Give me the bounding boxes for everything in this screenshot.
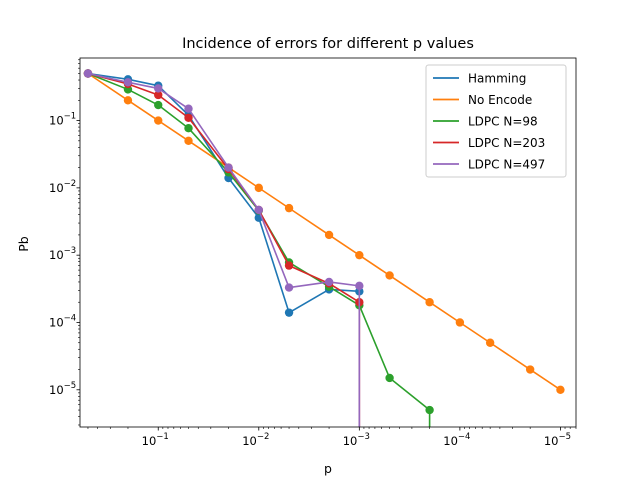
- data-point-no-encode-3: [184, 136, 193, 146]
- legend-label-hamming: Hamming: [468, 72, 526, 86]
- data-point-ldpc-n-497-3: [184, 104, 193, 113]
- data-point-no-encode-10: [425, 298, 434, 307]
- data-point-ldpc-n-203-2: [154, 90, 163, 100]
- series-group: [83, 69, 565, 427]
- data-point-ldpc-n-98-9: [385, 373, 394, 383]
- data-point-ldpc-n-497-7: [324, 277, 334, 287]
- chart-title: Incidence of errors for different p valu…: [182, 36, 474, 52]
- data-point-no-encode-11: [455, 318, 465, 327]
- data-point-ldpc-n-497-5: [254, 205, 263, 215]
- data-point-no-encode-7: [324, 230, 334, 240]
- legend-label-ldpc-n-497: LDPC N=497: [468, 158, 545, 172]
- data-point-ldpc-n-203-3: [184, 113, 193, 122]
- data-point-ldpc-n-203-6: [284, 261, 294, 270]
- legend-box: [425, 64, 567, 178]
- x-axis-label: p: [324, 461, 332, 476]
- data-point-no-encode-13: [525, 365, 535, 374]
- data-point-ldpc-n-98-3: [184, 124, 193, 133]
- legend-label-ldpc-n-203: LDPC N=203: [468, 136, 545, 150]
- legend-label-ldpc-n-98: LDPC N=98: [468, 115, 538, 129]
- data-point-no-encode-14: [556, 385, 565, 394]
- data-point-hamming-6: [284, 308, 294, 317]
- series-line-ldpc-n-497: [87, 72, 361, 427]
- data-point-ldpc-n-497-6: [284, 283, 294, 292]
- data-point-no-encode-8: [355, 250, 364, 260]
- data-point-ldpc-n-497-0: [83, 69, 93, 78]
- legend-label-no-encode: No Encode: [468, 93, 532, 107]
- data-point-ldpc-n-98-10: [425, 405, 434, 415]
- data-point-ldpc-n-497-1: [123, 78, 133, 87]
- y-axis-label: Pb: [16, 236, 31, 252]
- data-point-no-encode-9: [385, 271, 394, 280]
- data-point-no-encode-6: [284, 203, 294, 213]
- data-point-ldpc-n-98-2: [154, 100, 163, 110]
- data-point-ldpc-n-497-2: [154, 84, 163, 93]
- data-point-ldpc-n-497-8: [355, 281, 364, 291]
- data-point-ldpc-n-497-4: [224, 163, 233, 172]
- legend: Hamming No Encode LDPC N=98 LDPC N=203 LDPC …: [425, 64, 567, 178]
- data-point-no-encode-1: [123, 96, 133, 105]
- axes-frame: [79, 57, 577, 428]
- data-point-no-encode-12: [485, 338, 495, 347]
- plot-area: [83, 69, 565, 427]
- data-point-no-encode-2: [154, 116, 163, 125]
- data-point-no-encode-5: [254, 183, 263, 193]
